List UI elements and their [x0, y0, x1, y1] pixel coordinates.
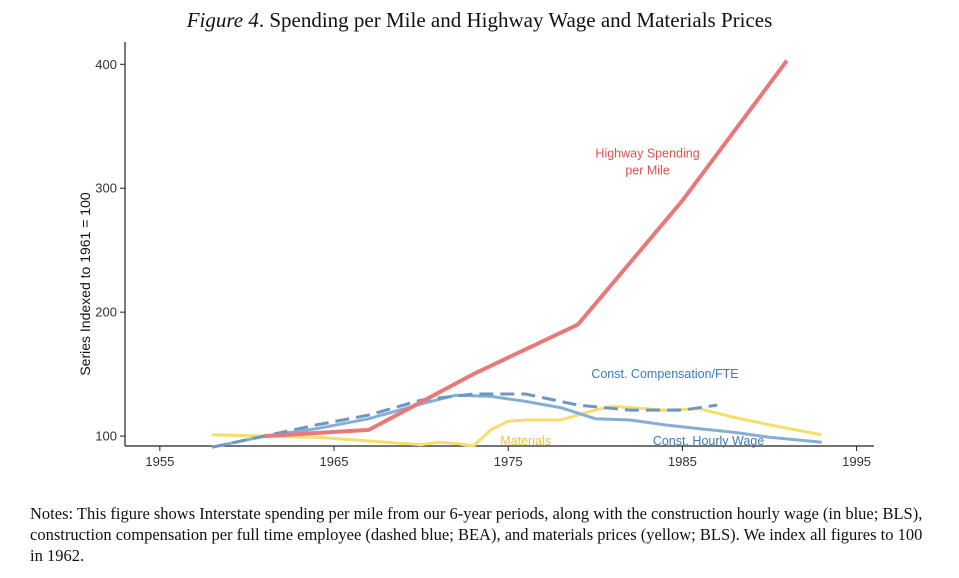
figure-label-period: .	[258, 8, 270, 32]
x-tick-label: 1975	[494, 454, 523, 469]
y-tick-label: 400	[95, 57, 117, 72]
line-chart: 100 200 300 400 1955 1965 1975 1985 1995 Series I…	[77, 42, 874, 469]
x-tick-label: 1955	[145, 454, 174, 469]
series-label-const-compensation-fte: Const. Compensation/FTE	[591, 367, 738, 381]
series-label-const-hourly-wage: Const. Hourly Wage	[653, 434, 764, 448]
series-label-line: per Mile	[625, 163, 670, 177]
series-line-const-hourly-wage	[211, 393, 822, 449]
series-line-highway-spending-per-mile	[264, 59, 789, 439]
series-label-line: Const. Compensation/FTE	[591, 367, 738, 381]
y-axis-title: Series Indexed to 1961 = 100	[77, 192, 93, 376]
series-line-const-compensation-fte	[211, 392, 718, 449]
series-label-highway-spending-per-mile: Highway Spending per Mile	[595, 146, 699, 177]
x-tick-label: 1985	[668, 454, 697, 469]
y-tick-label: 300	[95, 181, 117, 196]
y-tick-label: 100	[95, 429, 117, 444]
figure-label: Figure 4	[186, 8, 259, 32]
figure-title: Figure 4. Spending per Mile and Highway …	[0, 8, 959, 33]
series-label-line: Highway Spending	[595, 146, 699, 160]
series-label-line: Materials	[500, 434, 551, 448]
x-tick-label: 1995	[842, 454, 871, 469]
figure-notes: Notes: This figure shows Interstate spen…	[30, 504, 923, 565]
chart-axes: 100 200 300 400 1955 1965 1975 1985 1995 Series I…	[77, 42, 874, 469]
figure-title-text: Spending per Mile and Highway Wage and M…	[269, 8, 773, 32]
series-label-line: Const. Hourly Wage	[653, 434, 764, 448]
y-tick-label: 200	[95, 305, 117, 320]
chart-series-labels: Highway Spending per Mile Const. Compensat…	[500, 146, 764, 448]
chart-series-lines	[211, 59, 822, 449]
x-tick-label: 1965	[320, 454, 349, 469]
series-label-materials: Materials	[500, 434, 551, 448]
